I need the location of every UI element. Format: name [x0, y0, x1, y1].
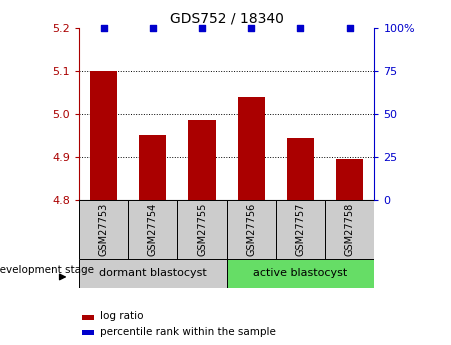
Bar [90, 71, 117, 200]
Bar [336, 159, 363, 200]
Bar [82, 315, 94, 320]
Bar [177, 200, 226, 259]
Bar [325, 200, 374, 259]
Text: log ratio: log ratio [100, 312, 143, 321]
Text: GSM27754: GSM27754 [148, 203, 158, 256]
Text: development stage: development stage [0, 265, 94, 275]
Title: GDS752 / 18340: GDS752 / 18340 [170, 11, 284, 25]
Text: GSM27757: GSM27757 [295, 203, 305, 256]
Point [149, 25, 156, 30]
Bar [82, 330, 94, 335]
Bar [238, 97, 265, 200]
Bar [226, 200, 276, 259]
Bar [128, 200, 177, 259]
Point [297, 25, 304, 30]
Text: dormant blastocyst: dormant blastocyst [99, 268, 207, 278]
Bar [287, 138, 314, 200]
Bar [276, 200, 325, 259]
Bar [79, 259, 226, 288]
Point [346, 25, 353, 30]
Text: active blastocyst: active blastocyst [253, 268, 348, 278]
Bar [139, 135, 166, 200]
Text: percentile rank within the sample: percentile rank within the sample [100, 327, 276, 336]
Text: GSM27755: GSM27755 [197, 203, 207, 256]
Bar [189, 120, 216, 200]
Bar [226, 259, 374, 288]
Point [248, 25, 255, 30]
Point [100, 25, 107, 30]
Text: GSM27758: GSM27758 [345, 203, 355, 256]
Text: GSM27756: GSM27756 [246, 203, 256, 256]
Text: GSM27753: GSM27753 [98, 203, 109, 256]
Bar [79, 200, 128, 259]
Point [198, 25, 206, 30]
